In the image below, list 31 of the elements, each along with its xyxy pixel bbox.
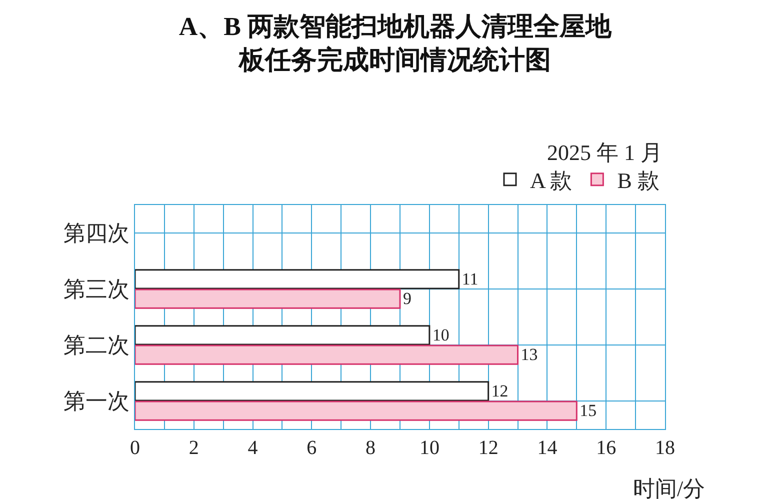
bar xyxy=(135,381,490,402)
x-tick-label: 2 xyxy=(188,437,199,459)
x-tick-label: 18 xyxy=(655,437,675,459)
data-label: 9 xyxy=(403,288,412,308)
x-tick-label: 10 xyxy=(419,437,440,459)
x-tick-label: 16 xyxy=(596,437,616,459)
chart-title: A、B 两款智能扫地机器人清理全屋地板任务完成时间情况统计图 xyxy=(178,12,613,75)
data-label: 11 xyxy=(462,269,478,288)
legend-label: B 款 xyxy=(617,168,660,193)
x-tick-label: 4 xyxy=(248,437,258,459)
bar xyxy=(135,325,430,346)
bar xyxy=(135,288,401,309)
y-tick-label: 第四次 xyxy=(64,220,130,246)
y-tick-label: 第一次 xyxy=(64,388,130,414)
data-label: 12 xyxy=(491,381,508,400)
x-tick-label: 8 xyxy=(366,437,376,459)
y-tick-label: 第三次 xyxy=(64,276,130,302)
data-label: 13 xyxy=(520,344,538,364)
x-tick-label: 6 xyxy=(306,437,317,459)
x-axis-title: 时间/分 xyxy=(633,476,706,499)
chart-subtitle: 2025 年 1 月 xyxy=(547,140,662,165)
x-tick-label: 0 xyxy=(130,437,140,459)
bar xyxy=(135,400,578,421)
x-tick-label: 12 xyxy=(478,437,498,459)
data-label: 15 xyxy=(580,400,597,420)
bar xyxy=(135,269,460,290)
y-tick-label: 第二次 xyxy=(64,332,130,358)
legend-label: A 款 xyxy=(530,168,572,193)
data-label: 10 xyxy=(432,325,450,344)
x-tick-label: 14 xyxy=(537,437,558,459)
bar xyxy=(135,344,519,365)
